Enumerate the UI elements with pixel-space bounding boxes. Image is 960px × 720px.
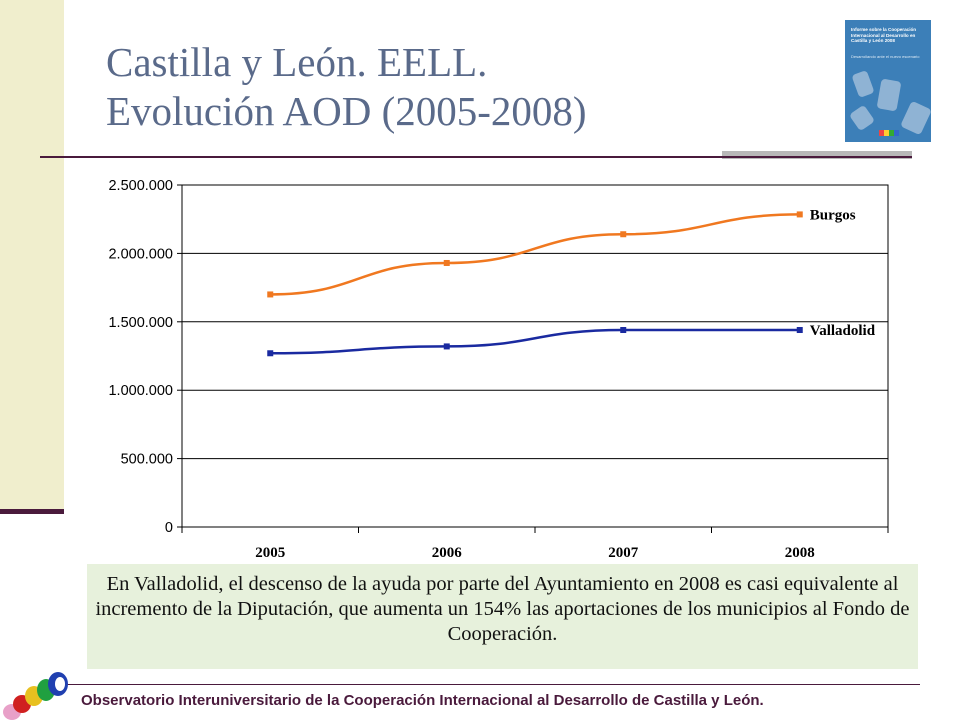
y-tick-label: 1.000.000 xyxy=(108,383,173,399)
observatory-logo-icon xyxy=(3,672,68,720)
left-decor-bar xyxy=(0,0,64,512)
data-point-valladolid xyxy=(620,327,627,334)
title-rule xyxy=(40,156,912,158)
cover-logo xyxy=(879,130,899,136)
y-tick-label: 2.000.000 xyxy=(108,246,173,262)
series-label-valladolid: Valladolid xyxy=(810,323,876,339)
title-line-2: Evolución AOD (2005-2008) xyxy=(106,88,587,134)
data-point-burgos xyxy=(796,211,803,218)
left-decor-line xyxy=(0,509,64,514)
report-cover-image: Informe sobre la Cooperación Internacion… xyxy=(845,20,931,142)
series-line-valladolid xyxy=(270,328,800,355)
y-tick-label: 1.500.000 xyxy=(108,315,173,331)
data-point-burgos xyxy=(443,259,450,266)
x-tick-label: 2007 xyxy=(608,545,639,561)
x-tick-label: 2008 xyxy=(785,545,815,561)
x-tick-label: 2006 xyxy=(432,545,463,561)
x-tick-label: 2005 xyxy=(255,545,285,561)
cover-subtitle: Desarrollando ante el nuevo escenario xyxy=(851,54,920,59)
data-point-burgos xyxy=(267,291,274,298)
data-point-valladolid xyxy=(267,350,274,357)
data-point-valladolid xyxy=(443,343,450,350)
plot-frame xyxy=(181,184,889,528)
series-line-burgos xyxy=(270,213,800,296)
series-label-burgos: Burgos xyxy=(810,207,856,223)
y-tick-label: 2.500.000 xyxy=(108,178,173,194)
data-point-burgos xyxy=(620,231,627,238)
footer-rule xyxy=(60,684,920,685)
y-tick-label: 0 xyxy=(165,520,173,536)
y-tick-label: 500.000 xyxy=(121,452,173,468)
footer-text: Observatorio Interuniversitario de la Co… xyxy=(81,692,764,709)
title-line-1: Castilla y León. EELL. xyxy=(106,39,488,85)
title-rule-accent xyxy=(722,151,912,159)
slide-title: Castilla y León. EELL. Evolución AOD (20… xyxy=(106,38,826,136)
note-box: En Valladolid, el descenso de la ayuda p… xyxy=(87,564,918,669)
cover-title: Informe sobre la Cooperación Internacion… xyxy=(851,27,917,43)
data-point-valladolid xyxy=(796,327,803,334)
